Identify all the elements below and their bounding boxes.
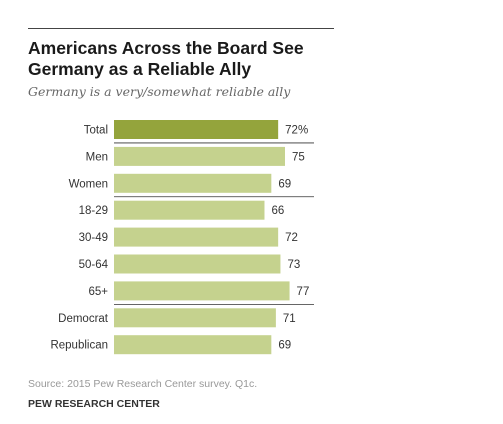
value-label: 75 [292,151,305,163]
category-label: Democrat [58,313,109,325]
bar-18-29 [114,200,265,220]
top-rule [28,28,334,29]
bar-total [114,120,279,139]
value-label: 73 [287,259,300,271]
category-label: Republican [50,340,108,352]
category-label: Total [84,125,108,137]
bar-republican [114,335,272,355]
value-label: 69 [278,178,291,190]
brand-footer: PEW RESEARCH CENTER [28,398,160,410]
category-label: Men [86,151,108,163]
bar-women [114,173,272,193]
value-label: 69 [278,340,291,352]
bar-men [114,146,285,166]
bar-50-64 [114,254,281,274]
bar-democrat [114,308,276,328]
value-label: 72 [285,232,298,244]
category-label: Women [69,178,108,190]
value-label: 66 [271,205,284,217]
chart-subtitle: Germany is a very/somewhat reliable ally [28,84,291,99]
chart-title: Americans Across the Board See Germany a… [28,38,304,79]
source-note: Source: 2015 Pew Research Center survey.… [28,378,258,390]
category-label: 50-64 [79,259,109,271]
value-label: 77 [297,286,310,298]
value-label: 72% [285,125,308,137]
category-label: 65+ [88,286,108,298]
bar-30-49 [114,227,279,247]
value-label: 71 [283,313,296,325]
category-label: 30-49 [79,232,108,244]
category-label: 18-29 [79,205,108,217]
bar-65- [114,281,290,301]
